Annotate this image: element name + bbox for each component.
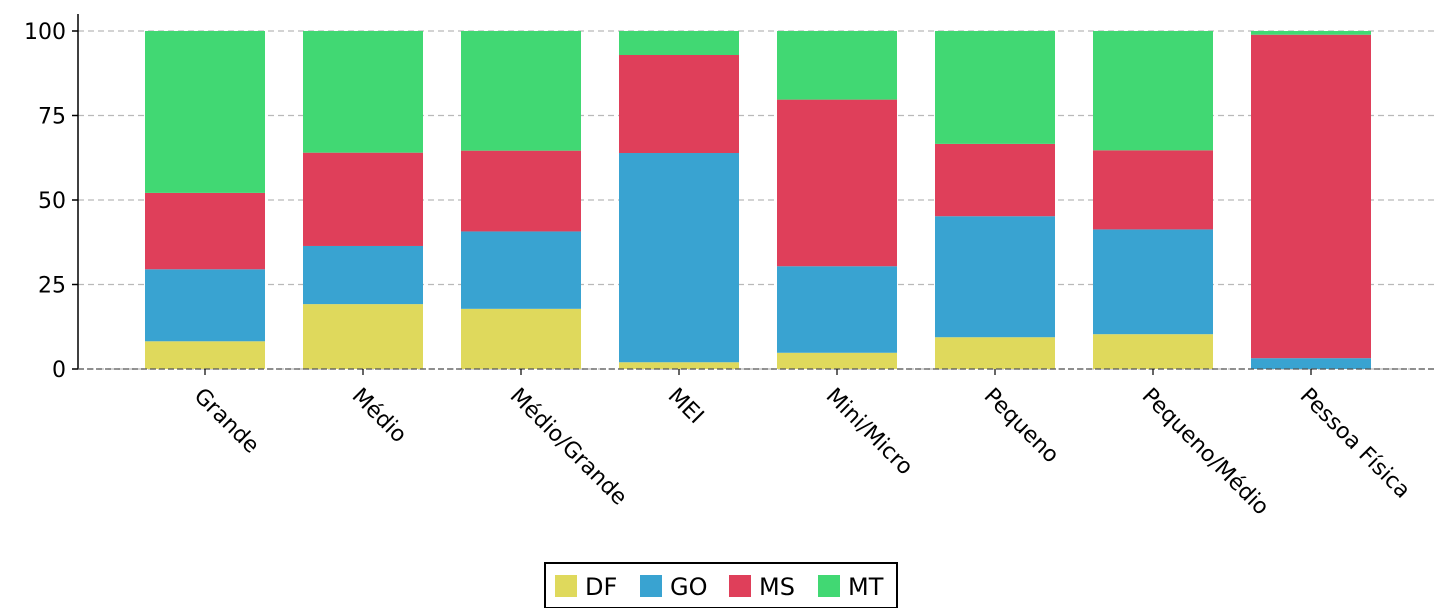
bar-segment-go [935,216,1055,338]
bar-stack [1251,31,1371,369]
bar-segment-ms [461,150,581,232]
legend-swatch-go [640,575,662,597]
bar-segment-ms [935,143,1055,217]
bar-segment-mt [461,31,581,151]
legend-label-ms: MS [759,573,795,601]
y-tick-label: 50 [38,189,66,214]
bar-stack [619,31,739,369]
bar-segment-df [303,304,423,369]
bar-segment-ms [1093,150,1213,230]
y-tick-label: 75 [38,105,66,130]
bar-segment-mt [1093,31,1213,151]
bar-segment-df [619,362,739,369]
bar-stack [777,31,897,369]
legend-swatch-df [555,575,577,597]
x-tick-label: Pessoa Física [1295,384,1415,504]
legend-label-go: GO [670,573,708,601]
legend-swatch-mt [818,575,840,597]
bar-segment-mt [619,31,739,55]
bar-segment-go [145,269,265,342]
bar-segment-ms [1251,34,1371,359]
y-tick-label: 0 [52,358,66,383]
bar-segment-go [461,231,581,309]
legend-label-df: DF [585,573,617,601]
bar-segment-ms [777,99,897,267]
bars [145,31,1371,369]
bar-segment-mt [777,31,897,100]
bar-segment-df [145,341,265,369]
bar-segment-ms [303,152,423,246]
bar-segment-mt [145,31,265,193]
y-tick-label: 100 [24,20,66,45]
legend: DF GO MS MT [544,562,898,609]
x-tick-label: Pequeno/Médio [1137,384,1274,521]
bar-stack [1093,31,1213,369]
bar-segment-mt [1251,31,1371,35]
legend-label-mt: MT [848,573,884,601]
bar-stack [145,31,265,369]
y-tick-label: 25 [38,274,66,299]
legend-swatch-ms [729,575,751,597]
bar-segment-go [1093,229,1213,335]
bar-stack [303,31,423,369]
bar-stack [935,31,1055,369]
bar-segment-mt [935,31,1055,144]
x-tick-label: Médio [347,384,411,448]
x-tick-label: Médio/Grande [505,384,632,511]
bar-segment-go [619,153,739,363]
bar-segment-go [303,245,423,305]
x-tick-label: MEI [663,384,709,430]
grid-lines [78,30,1434,370]
x-tick-label: Pequeno [979,384,1064,469]
x-axis-ticks: Grande Médio Médio/Grande MEI Mini/Micro Pequ… [189,369,1415,520]
bar-stack [461,31,581,369]
axes [77,14,1434,370]
bar-segment-df [777,352,897,369]
x-tick-label: Mini/Micro [821,384,918,481]
bar-segment-ms [145,192,265,270]
bar-segment-go [777,266,897,353]
bar-segment-df [935,337,1055,369]
bar-segment-mt [303,31,423,153]
x-tick-label: Grande [189,384,264,459]
bar-segment-df [1093,334,1213,369]
bar-segment-ms [619,54,739,154]
y-axis-ticks: 0 25 50 75 100 [24,20,78,383]
bar-segment-df [461,308,581,369]
bar-segment-go [1251,358,1371,369]
